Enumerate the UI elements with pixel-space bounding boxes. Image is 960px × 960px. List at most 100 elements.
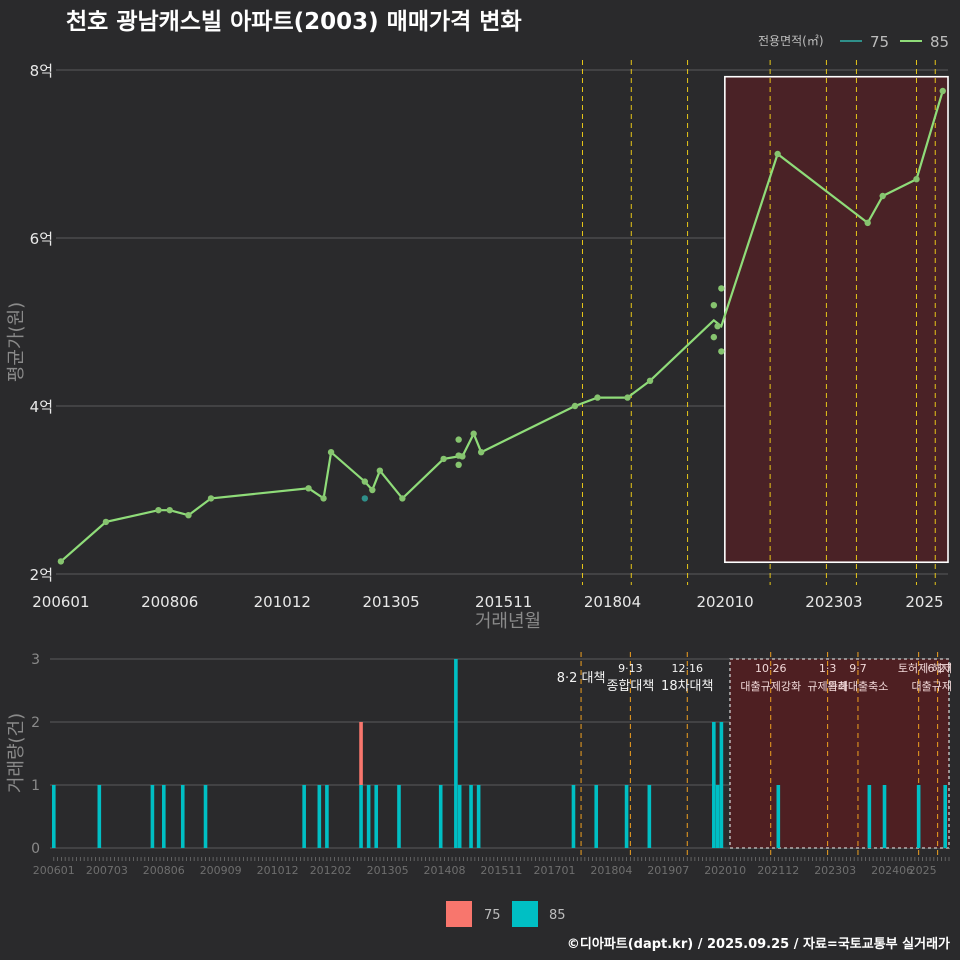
legend-label-75: 75 <box>870 33 889 51</box>
volume-x-tick-label: 201511 <box>480 864 522 877</box>
series-85-point <box>470 430 477 437</box>
volume-bar-85 <box>594 785 599 848</box>
series-85-point <box>710 333 718 341</box>
series-85-point <box>185 512 192 519</box>
volume-y-axis-label: 거래량(건) <box>6 713 27 793</box>
price-series-points <box>57 87 946 565</box>
price-x-tick-label: 200806 <box>141 593 198 611</box>
series-85-point <box>102 518 110 526</box>
price-x-tick-label: 202010 <box>696 593 753 611</box>
price-highlight-rect <box>724 75 949 564</box>
series-85-point <box>305 485 312 492</box>
volume-bar-85 <box>150 785 155 848</box>
legend-bottom-label-75: 75 <box>484 908 501 923</box>
series-75-point <box>361 495 369 502</box>
price-highlight-box <box>724 75 949 564</box>
volume-x-tick-label: 201804 <box>590 864 632 877</box>
series-85-point <box>571 402 579 410</box>
price-x-tick-label: 201012 <box>254 593 311 611</box>
price-y-tick-label: 2억 <box>30 566 53 584</box>
volume-highlight-rect <box>729 658 950 849</box>
series-85-point <box>864 219 871 227</box>
volume-bar-85 <box>867 785 872 848</box>
series-85-point <box>477 449 485 456</box>
policy-annotation-text: 6·27 <box>928 662 953 675</box>
series-85-point <box>376 467 384 474</box>
volume-x-tick-label: 201202 <box>310 864 352 877</box>
legend-bottom-label-85: 85 <box>549 908 566 923</box>
volume-x-tick-label: 202112 <box>757 864 799 877</box>
series-85-point <box>939 87 946 95</box>
volume-bar-85 <box>366 785 371 848</box>
volume-y-tick-label: 1 <box>31 778 40 794</box>
volume-y-tick-label: 0 <box>31 841 40 857</box>
policy-annotation-text: 종합대책 <box>606 679 654 694</box>
volume-bar-85 <box>916 785 921 848</box>
price-x-tick-label: 201804 <box>584 593 641 611</box>
price-x-tick-label: 201511 <box>475 593 532 611</box>
legend-bottom-swatch-85 <box>512 901 538 927</box>
policy-annotation-text: 1·3 <box>819 662 837 675</box>
volume-bar-85 <box>302 785 306 848</box>
volume-bar-85 <box>719 722 724 848</box>
volume-x-tick-label: 200806 <box>143 864 185 877</box>
volume-bar-85 <box>624 785 629 848</box>
volume-bar-85 <box>374 785 379 848</box>
policy-annotation-text: 특례대출축소 <box>828 680 889 693</box>
legend-title: 전용면적(㎡) <box>758 34 824 48</box>
series-85-point <box>646 377 654 384</box>
volume-bar-85 <box>943 785 948 848</box>
volume-x-tick-label: 202303 <box>814 864 856 877</box>
volume-bar-85 <box>438 785 443 848</box>
policy-annotation-text: 8·2 대책 <box>557 671 606 686</box>
policy-annotation-text: 규제완화 <box>807 680 847 693</box>
volume-bar-85 <box>457 785 462 848</box>
volume-bar-85 <box>712 722 716 848</box>
price-y-axis-label: 평균가(원) <box>6 302 27 382</box>
series-85-point <box>440 455 447 463</box>
price-x-ticks: 200601 200806 201012 201305 201511 201804 2020… <box>32 593 943 611</box>
source-caption: ©디아파트(dapt.kr) / 2025.09.25 / 자료=국토교통부 실… <box>567 936 950 952</box>
volume-highlight-box <box>729 658 950 849</box>
legend-top: 전용면적(㎡) 75 85 <box>758 33 949 51</box>
chart-title: 천호 광남캐스빌 아파트(2003) 매매가격 변화 <box>66 9 522 35</box>
volume-bar-85 <box>715 785 720 848</box>
policy-annotation-text: 12·16 <box>672 662 704 675</box>
volume-bar-85 <box>180 785 185 848</box>
price-x-tick-label: 2025 <box>905 593 943 611</box>
volume-bar-85 <box>359 785 363 848</box>
volume-x-tick-label: 202406 <box>871 864 913 877</box>
series-85-point <box>718 348 725 355</box>
series-85-point <box>459 453 466 460</box>
price-y-tick-label: 8억 <box>30 62 53 80</box>
price-policy-lines <box>581 60 936 585</box>
policy-annotation-text: 18차대책 <box>661 679 713 694</box>
price-y-tick-label: 4억 <box>30 398 53 416</box>
price-x-tick-label: 202303 <box>805 593 862 611</box>
series-85-point <box>455 461 462 468</box>
volume-bar-85 <box>51 785 56 848</box>
volume-bar-85 <box>776 785 781 848</box>
legend-bottom: 75 85 <box>446 901 566 927</box>
series-85-point <box>774 150 781 158</box>
series-85-point <box>155 506 162 514</box>
price-x-tick-label: 201305 <box>362 593 419 611</box>
series-85-point <box>361 478 369 485</box>
volume-x-tick-label: 2025 <box>909 864 937 877</box>
legend-bottom-swatch-75 <box>446 901 472 927</box>
series-85-point <box>320 495 327 502</box>
volume-bars <box>51 659 948 848</box>
volume-x-tick-label: 201305 <box>367 864 409 877</box>
volume-bar-75 <box>359 722 363 785</box>
volume-x-tick-label: 201012 <box>257 864 299 877</box>
series-85-point <box>207 495 215 502</box>
series-85-point <box>624 394 631 401</box>
policy-annotation-text: 9·13 <box>618 662 643 675</box>
series-85-point <box>369 486 376 494</box>
volume-x-tick-label: 201701 <box>534 864 576 877</box>
price-y-tick-label: 6억 <box>30 230 53 248</box>
series-85-point <box>166 506 173 514</box>
volume-bar-85 <box>469 785 473 848</box>
policy-annotation-text: 대출규제강화 <box>740 680 801 693</box>
